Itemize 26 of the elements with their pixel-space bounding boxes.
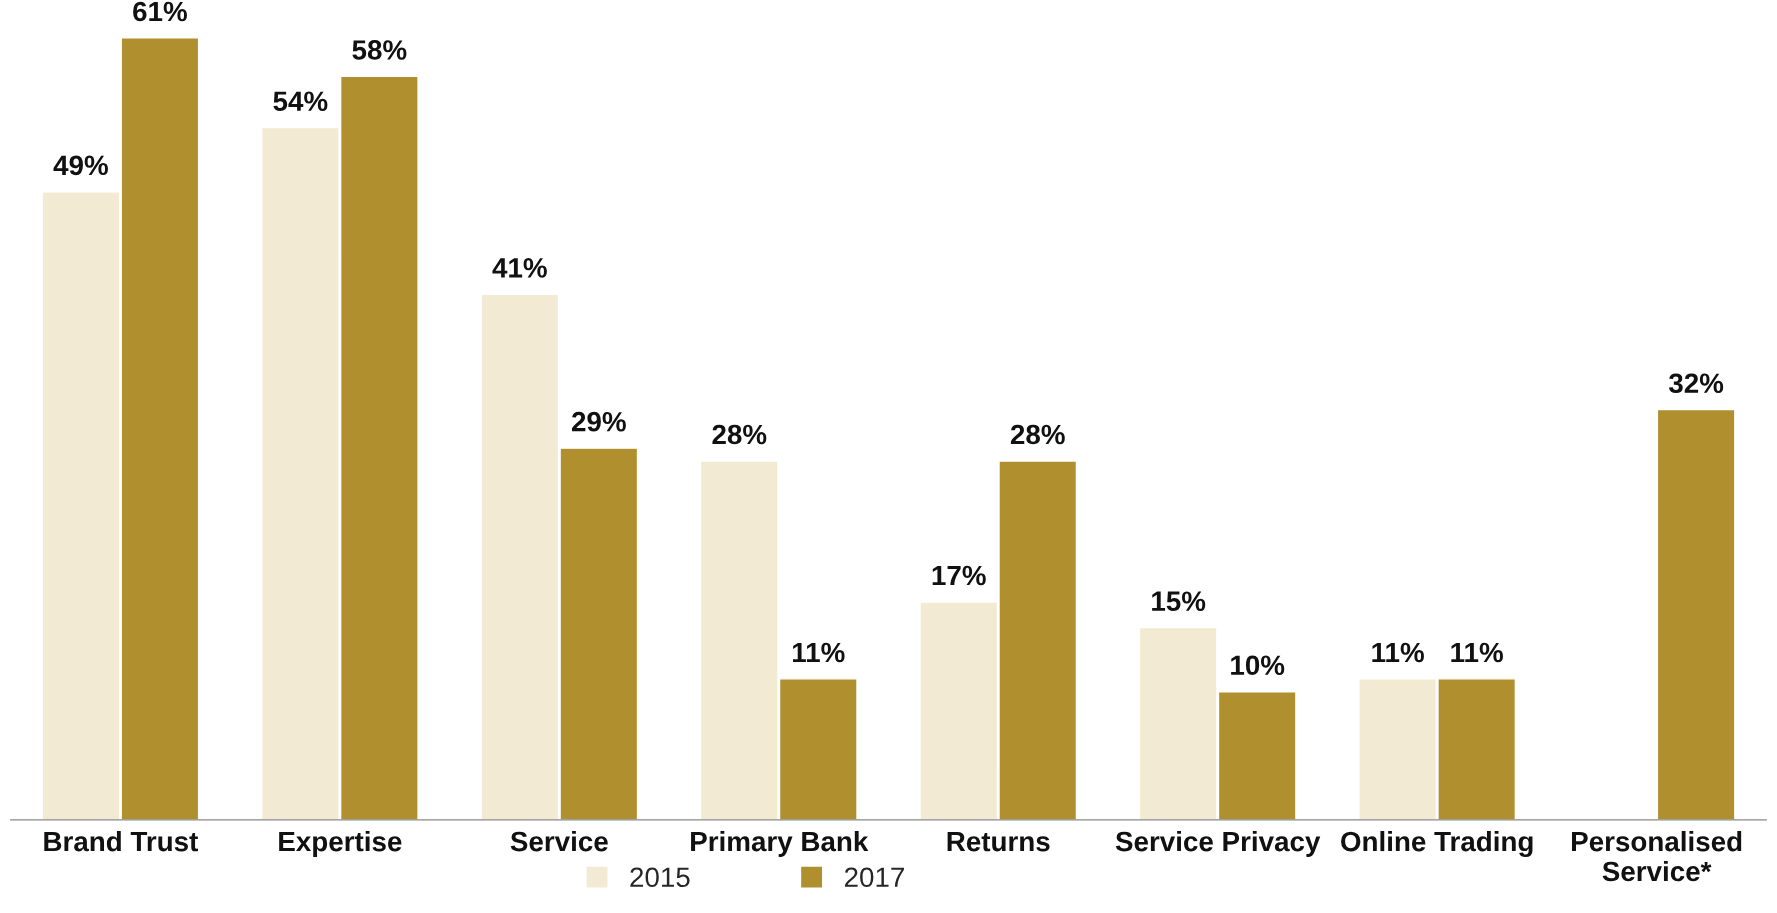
x-tick-label: Service Privacy — [1115, 830, 1321, 857]
data-label: 28% — [1010, 424, 1065, 445]
x-tick-label: Personalised Service* — [1572, 830, 1742, 882]
x-tick-label: Service — [510, 830, 608, 852]
data-label: 11% — [1451, 642, 1503, 663]
data-label: 28% — [712, 424, 767, 445]
data-label: 49% — [53, 155, 108, 176]
data-label: 61% — [133, 1, 187, 22]
data-label: 10% — [1231, 655, 1285, 676]
data-label: 32% — [1668, 373, 1724, 394]
data-label: 11% — [792, 642, 845, 663]
data-label: 17% — [932, 565, 986, 586]
legend-label: 2017 — [844, 867, 904, 888]
data-label: 11% — [1372, 642, 1424, 663]
x-tick-label: Returns — [947, 832, 1050, 852]
x-tick-label: Brand Trust — [44, 830, 198, 852]
data-label: 54% — [273, 91, 328, 112]
x-tick-label: Expertise — [279, 830, 402, 857]
x-tick-label: Online Trading — [1341, 830, 1533, 857]
data-label: 29% — [571, 411, 626, 432]
bar — [1656, 408, 1736, 820]
data-label: 15% — [1152, 591, 1206, 611]
legend-label: 2015 — [630, 867, 690, 888]
data-label: 58% — [352, 40, 407, 60]
x-tick-label: Primary Bank — [691, 830, 869, 857]
data-label: 41% — [492, 258, 547, 278]
